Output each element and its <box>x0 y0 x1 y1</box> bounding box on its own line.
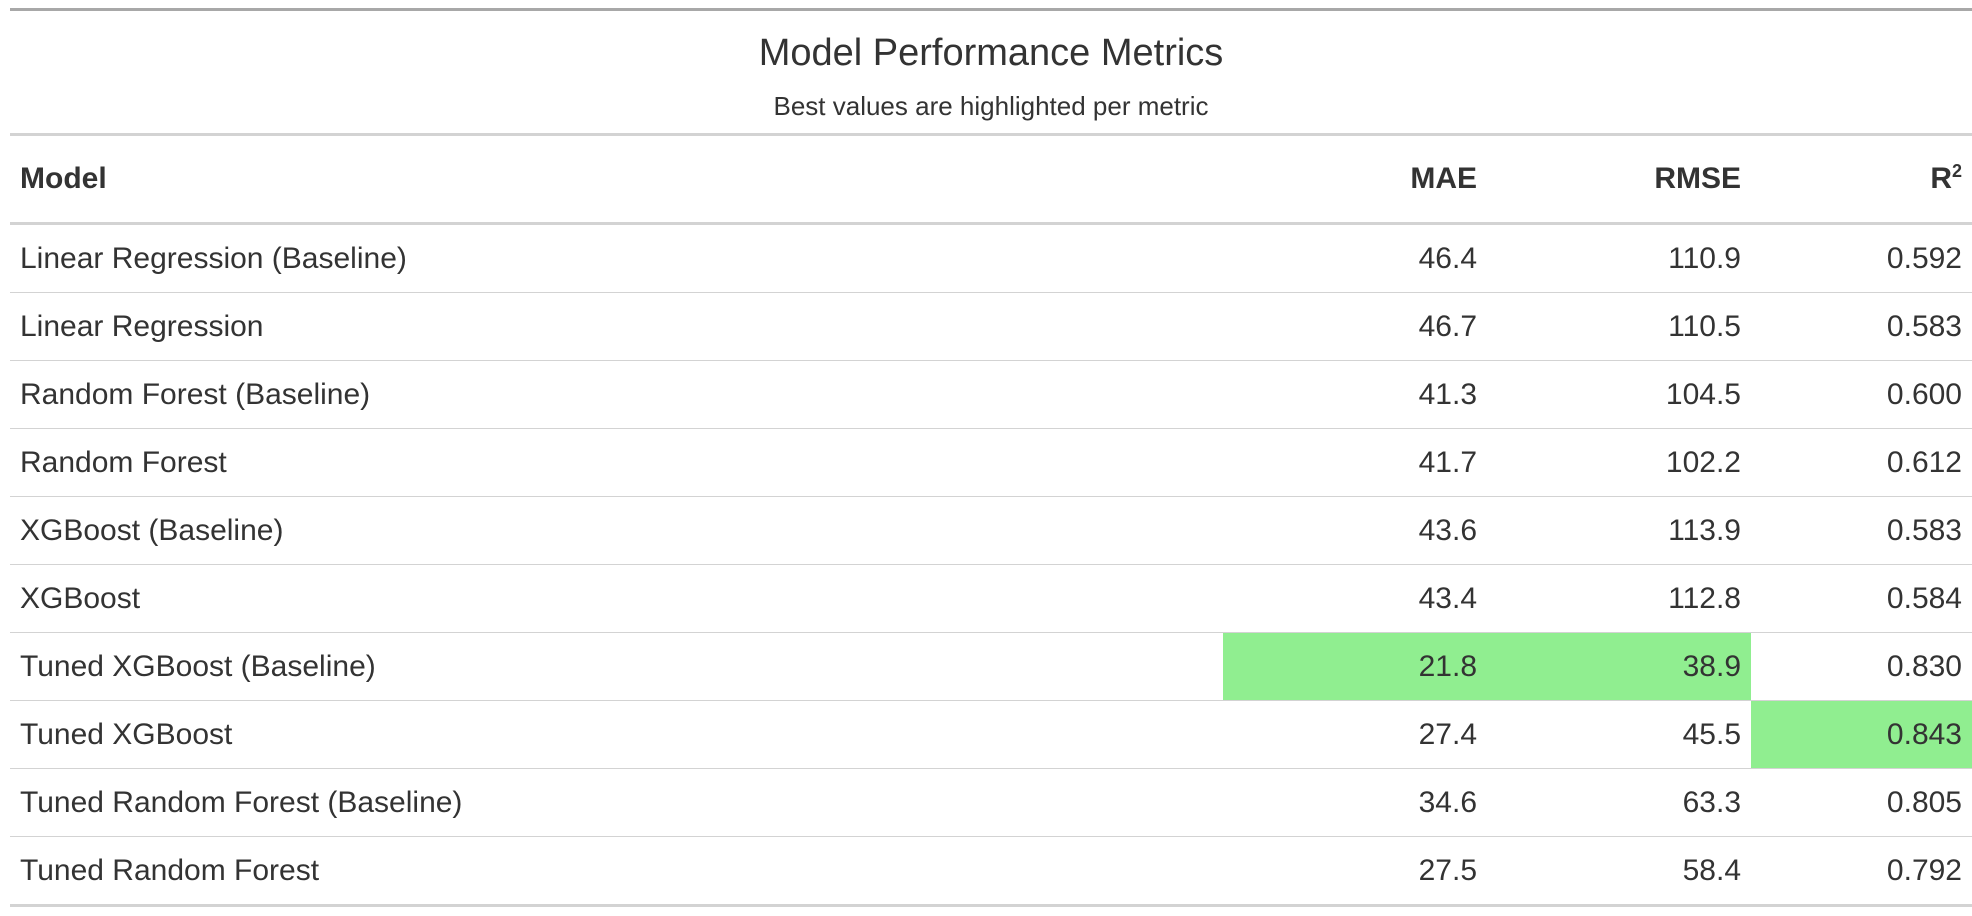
cell-model: XGBoost <box>10 564 1223 633</box>
cell-mae: 27.5 <box>1223 836 1487 907</box>
cell-rmse: 58.4 <box>1487 836 1751 907</box>
table-row: Random Forest 41.7 102.2 0.612 <box>10 428 1972 497</box>
heading-rule <box>10 133 1972 136</box>
cell-r2: 0.843 <box>1751 700 1972 769</box>
cell-rmse: 110.5 <box>1487 292 1751 361</box>
cell-rmse: 102.2 <box>1487 428 1751 497</box>
table-row: Random Forest (Baseline) 41.3 104.5 0.600 <box>10 360 1972 429</box>
cell-model: Random Forest <box>10 428 1223 497</box>
cell-mae: 41.3 <box>1223 360 1487 429</box>
cell-mae: 21.8 <box>1223 632 1487 701</box>
cell-r2: 0.805 <box>1751 768 1972 837</box>
table-row: Tuned XGBoost (Baseline) 21.8 38.9 0.830 <box>10 632 1972 701</box>
cell-mae: 43.6 <box>1223 496 1487 565</box>
cell-rmse: 38.9 <box>1487 632 1751 701</box>
cell-r2: 0.600 <box>1751 360 1972 429</box>
cell-rmse: 45.5 <box>1487 700 1751 769</box>
table-subtitle: Best values are highlighted per metric <box>773 91 1209 121</box>
cell-rmse: 110.9 <box>1487 223 1751 293</box>
table-row: XGBoost 43.4 112.8 0.584 <box>10 564 1972 633</box>
cell-model: Linear Regression <box>10 292 1223 361</box>
cell-r2: 0.792 <box>1751 836 1972 907</box>
table-row: Tuned Random Forest 27.5 58.4 0.792 <box>10 836 1972 907</box>
cell-mae: 46.4 <box>1223 223 1487 293</box>
metrics-table: Model Performance Metrics Best values ar… <box>10 8 1972 907</box>
table-row: Tuned XGBoost 27.4 45.5 0.843 <box>10 700 1972 769</box>
table-title: Model Performance Metrics <box>758 32 1224 74</box>
column-header-r2: R2 <box>1751 136 1972 225</box>
cell-rmse: 113.9 <box>1487 496 1751 565</box>
table-row: Tuned Random Forest (Baseline) 34.6 63.3 0.… <box>10 768 1972 837</box>
cell-mae: 41.7 <box>1223 428 1487 497</box>
column-header-model: Model <box>10 136 1223 225</box>
cell-r2: 0.592 <box>1751 223 1972 293</box>
cell-r2: 0.612 <box>1751 428 1972 497</box>
cell-r2: 0.584 <box>1751 564 1972 633</box>
cell-model: Linear Regression (Baseline) <box>10 223 1223 293</box>
cell-r2: 0.830 <box>1751 632 1972 701</box>
cell-model: Random Forest (Baseline) <box>10 360 1223 429</box>
cell-model: Tuned XGBoost (Baseline) <box>10 632 1223 701</box>
cell-model: Tuned XGBoost <box>10 700 1223 769</box>
column-header-mae: MAE <box>1223 136 1487 225</box>
metrics-grid: Model MAE RMSE R2 Linear Regression (Bas… <box>10 136 1972 907</box>
cell-mae: 27.4 <box>1223 700 1487 769</box>
column-header-rmse: RMSE <box>1487 136 1751 225</box>
table-row: Linear Regression 46.7 110.5 0.583 <box>10 292 1972 361</box>
top-rule <box>10 8 1972 11</box>
cell-model: Tuned Random Forest (Baseline) <box>10 768 1223 837</box>
table-row: Linear Regression (Baseline) 46.4 110.9 0.5… <box>10 223 1972 293</box>
cell-rmse: 104.5 <box>1487 360 1751 429</box>
cell-mae: 43.4 <box>1223 564 1487 633</box>
table-row: XGBoost (Baseline) 43.6 113.9 0.583 <box>10 496 1972 565</box>
cell-r2: 0.583 <box>1751 292 1972 361</box>
r2-superscript: 2 <box>1951 161 1962 181</box>
header-row: Model MAE RMSE R2 <box>10 136 1972 225</box>
cell-model: XGBoost (Baseline) <box>10 496 1223 565</box>
cell-mae: 34.6 <box>1223 768 1487 837</box>
cell-mae: 46.7 <box>1223 292 1487 361</box>
cell-rmse: 112.8 <box>1487 564 1751 633</box>
r2-base: R <box>1930 162 1952 195</box>
cell-model: Tuned Random Forest <box>10 836 1223 907</box>
cell-r2: 0.583 <box>1751 496 1972 565</box>
cell-rmse: 63.3 <box>1487 768 1751 837</box>
